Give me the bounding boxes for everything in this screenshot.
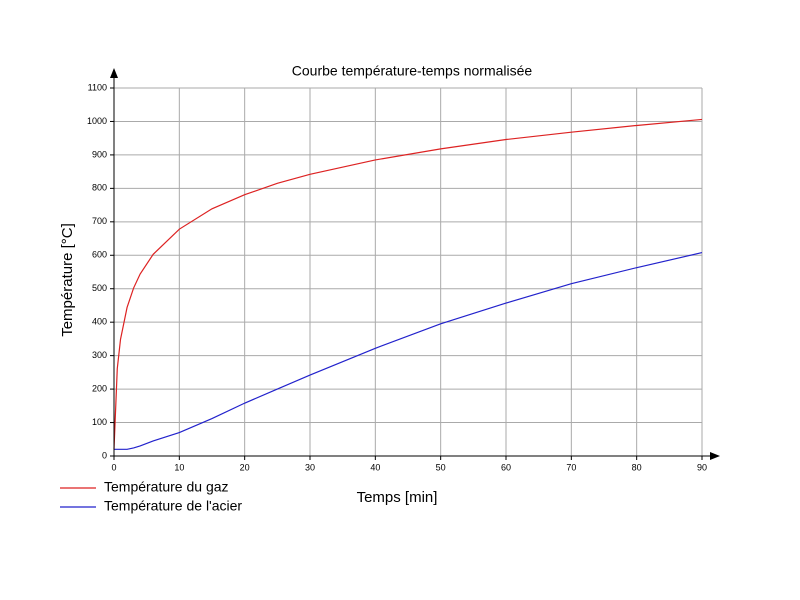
x-tick-label: 60 bbox=[501, 462, 511, 472]
series-line bbox=[113, 118, 703, 450]
y-tick-label: 900 bbox=[92, 149, 107, 159]
legend: Température du gaz Température de l'acier bbox=[60, 479, 242, 514]
y-axis-arrow bbox=[110, 68, 118, 78]
y-tick-label: 0 bbox=[102, 450, 107, 460]
legend-label: Température du gaz bbox=[104, 479, 229, 495]
x-tick-label: 70 bbox=[566, 462, 576, 472]
x-tick-label: 50 bbox=[436, 462, 446, 472]
y-tick-label: 200 bbox=[92, 383, 107, 393]
x-tick-label: 40 bbox=[370, 462, 380, 472]
y-tick-label: 600 bbox=[92, 250, 107, 260]
y-tick-label: 1100 bbox=[88, 82, 107, 92]
y-tick-label: 500 bbox=[92, 283, 107, 293]
y-tick-label: 400 bbox=[92, 317, 107, 327]
y-tick-label: 100 bbox=[92, 417, 107, 427]
x-tick-label: 30 bbox=[305, 462, 315, 472]
x-tick-label: 20 bbox=[240, 462, 250, 472]
series-line bbox=[114, 252, 703, 450]
x-tick-label: 90 bbox=[697, 462, 707, 472]
chart-title: Courbe température-temps normalisée bbox=[292, 63, 533, 79]
x-axis-label: Temps [min] bbox=[357, 489, 438, 506]
x-axis-arrow bbox=[710, 452, 720, 460]
y-tick-label: 800 bbox=[92, 183, 107, 193]
x-tick-label: 10 bbox=[174, 462, 184, 472]
grid: 0 100 200 300 400 500 600 700 800 900 1000 1100 0 10 2… bbox=[87, 82, 707, 472]
y-tick-label: 700 bbox=[92, 216, 107, 226]
x-tick-label: 0 bbox=[111, 462, 116, 472]
y-axis-label: Température [°C] bbox=[59, 223, 76, 337]
x-tick-label: 80 bbox=[632, 462, 642, 472]
lines bbox=[113, 118, 703, 450]
legend-label: Température de l'acier bbox=[104, 498, 242, 514]
y-tick-label: 300 bbox=[92, 350, 107, 360]
y-tick-label: 1000 bbox=[87, 116, 107, 126]
